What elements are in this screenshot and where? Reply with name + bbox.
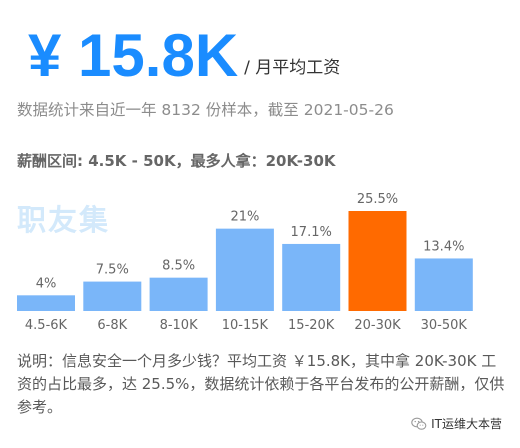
salary-distribution-chart: 4% 4.5-6K 7.5% 6-8K 8.5% 8-10K 21% 10-15K 17.1% 1…	[17, 192, 473, 333]
bar-8-10K	[149, 277, 208, 311]
bar-value-label: 8.5%	[162, 259, 195, 274]
watermark-logo: 职友集	[17, 203, 111, 237]
x-tick-label: 8-10K	[160, 318, 199, 333]
brand-footer: IT运维大本营	[411, 415, 502, 432]
x-tick-label: 10-15K	[222, 318, 269, 333]
salary-range-summary: 薪酬区间: 4.5K - 50K，最多人拿：20K-30K	[17, 152, 336, 170]
x-tick-label: 15-20K	[288, 318, 335, 333]
bar-15-20K	[282, 243, 341, 311]
bar-6-8K	[83, 281, 142, 311]
x-tick-label: 30-50K	[421, 318, 468, 333]
bar-value-label: 7.5%	[96, 263, 129, 278]
data-source: 数据统计来自近一年 8132 份样本，截至 2021-05-26	[17, 101, 394, 119]
salary-row: ¥ 15.8K / 月平均工资	[28, 14, 340, 86]
bar-4.5-6K	[17, 295, 75, 311]
x-tick-label: 20-30K	[354, 318, 401, 333]
wechat-icon	[411, 417, 427, 430]
bar-value-label: 21%	[230, 210, 259, 225]
bar-value-label: 25.5%	[357, 192, 398, 207]
brand-name: IT运维大本营	[431, 417, 502, 431]
bar-30-50K	[414, 258, 473, 311]
average-salary: ¥ 15.8K	[28, 22, 239, 89]
x-tick-label: 6-8K	[97, 318, 127, 333]
chart-description: 说明：信息安全一个月多少钱？平均工资 ￥15.8K，其中拿 20K-30K 工资…	[17, 352, 505, 416]
bar-value-label: 4%	[36, 276, 57, 291]
salary-suffix: / 月平均工资	[244, 58, 341, 78]
bar-value-label: 13.4%	[423, 239, 464, 254]
bar-20-30K	[348, 211, 407, 311]
bar-value-label: 17.1%	[291, 225, 332, 240]
bar-10-15K	[215, 228, 274, 311]
x-tick-label: 4.5-6K	[25, 318, 68, 333]
